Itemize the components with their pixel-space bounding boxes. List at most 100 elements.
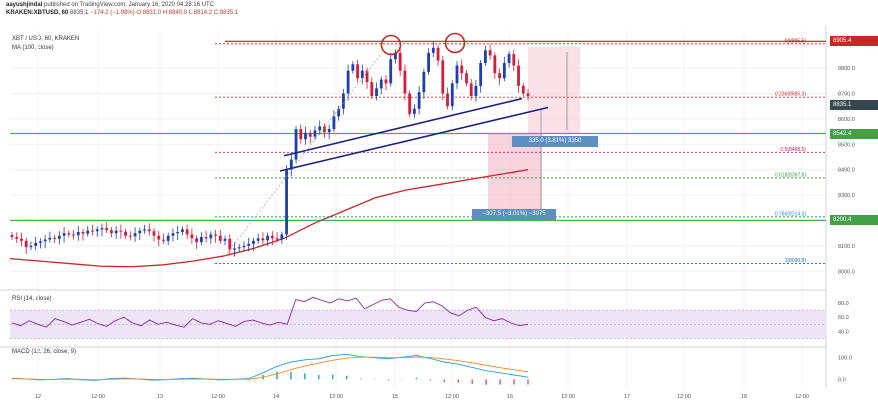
candle-body [408,93,412,114]
candle-body [29,245,33,248]
candle-body [147,229,151,232]
x-tick-label: 17 [624,394,630,400]
header-line-2: KRAKEN:XBTUSD, 60 8835.1 −174.2 (−1.98%)… [6,10,238,16]
rsi-legend: RSI (14, close) [12,296,52,302]
candle-body [214,234,217,236]
candle-body [441,60,445,94]
fib-level-label: 0.618(8367.8) [775,172,806,178]
candle-body [332,116,336,130]
candle-body [304,132,307,140]
candle-body [493,55,497,74]
candle-body [237,247,241,249]
candle-body [95,229,99,232]
candle-body [469,83,473,97]
candle-body [48,237,52,240]
candle-body [242,245,246,248]
candle-body [204,237,208,239]
x-tick-label: 12:00 [211,394,225,400]
candle-body [446,93,449,107]
candle-body [15,237,19,239]
candle-body [114,230,118,234]
candle-body [356,64,359,79]
candle-body [100,228,104,230]
candle-body [233,248,236,250]
candle-body [53,237,57,239]
rsi-tick-label: 80.0 [838,301,849,307]
candle-body [521,85,525,94]
candle-body [299,129,303,140]
candle-body [313,130,317,137]
macd-tick-label: 100.0 [838,356,852,362]
x-tick-label: 12:00 [329,394,343,400]
candle-body [43,239,47,242]
candle-body [275,238,279,240]
ohlc-values: O:8831.0 H:8840.0 L:8814.2 C:8835.1 [136,10,239,16]
candle-body [20,238,23,241]
header-line-1: aayushjindal published on TradingView.co… [6,2,214,8]
fib-level-label: 1(8030.9) [785,258,807,264]
trendline-lower [279,106,549,172]
candle-body [162,239,165,241]
author-name: aayushjindal [6,2,43,8]
candle-body [91,230,94,232]
candle-body [228,238,232,250]
candle-body [157,235,161,240]
candle-body [110,230,113,234]
candle-body [341,93,345,109]
y-tick-label: 8100.0 [838,244,855,250]
candle-body [346,70,350,94]
candle-body [195,238,199,243]
candle-body [138,230,142,234]
candle-body [403,70,407,94]
x-tick-label: 16 [507,394,513,400]
price-tag: 8200.4 [830,215,878,226]
candle-body [261,238,265,241]
candle-body [105,228,109,231]
candle-body [327,129,331,133]
candle-body [526,93,530,97]
x-tick-label: 12:00 [91,394,105,400]
candle-body [365,70,369,83]
candle-body [507,54,511,64]
ma-100-line [9,169,529,268]
candle-body [431,47,435,53]
measure-zone-upper [528,47,580,134]
candle-body [133,233,137,237]
candle-body [384,79,388,84]
candle-body [76,231,80,236]
candle-body [199,237,203,243]
measure-box-upper: 335.0 (3.81%) 3350 [512,136,598,147]
candle-body [323,126,326,133]
candle-body [171,233,175,236]
candle-body [370,82,374,97]
candle-body [24,240,28,248]
x-tick-label: 12:00 [677,394,691,400]
candle-body [436,47,440,61]
macd-line [11,353,529,381]
candle-body [512,54,516,66]
candle-body [285,169,288,235]
candle-body [460,65,464,74]
candle-body [181,229,184,232]
candle-body [124,231,128,236]
y-tick-label: 8400.0 [838,168,855,174]
measure-box-lower: −307.5 (−3.01%) −3075 [472,209,556,220]
price-tag: 8905.4 [830,36,878,47]
candle-body [394,52,397,60]
x-tick-label: 12 [35,394,41,400]
price-tag: 8542.4 [830,128,878,139]
x-tick-label: 18 [741,394,747,400]
candle-body [488,50,492,56]
trendline-upper [283,97,523,157]
price-change: −174.2 (−1.98%) [90,10,135,16]
candle-body [479,63,483,86]
candle-body [185,229,189,235]
candle-body [270,235,274,239]
candle-body [351,64,355,71]
rsi-tick-label: 40.0 [838,329,849,335]
candle-body [502,63,506,79]
candle-body [422,71,426,93]
candle-body [294,129,298,160]
candle-body [398,52,402,71]
